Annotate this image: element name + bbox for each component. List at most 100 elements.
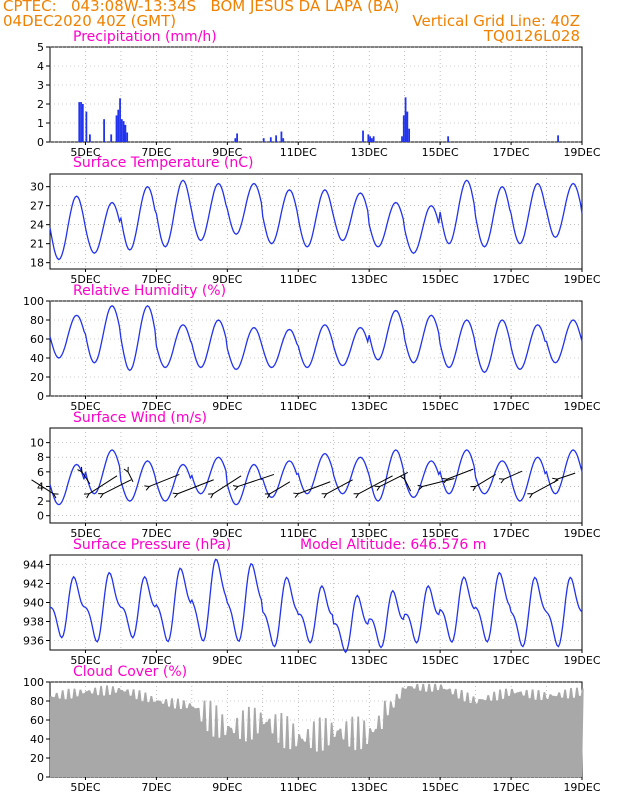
x-tick-label: 17DEC	[493, 400, 530, 413]
header-line2-left: 04DEC2020 40Z (GMT)	[3, 12, 177, 30]
wind-arrow	[503, 470, 523, 480]
precip-bar	[236, 133, 238, 142]
precip-bar	[275, 135, 278, 142]
header-line2-right: TQ0126L028	[483, 27, 580, 45]
precip-bar	[262, 138, 265, 142]
y-tick-label: 938	[23, 616, 44, 629]
precip-bar	[110, 134, 113, 142]
wind-arrow	[379, 472, 409, 487]
precip-bar	[124, 124, 127, 142]
wind-arrow	[447, 468, 474, 480]
y-tick-label: 80	[30, 695, 44, 708]
y-tick-label: 4	[37, 480, 44, 493]
wind-arrow-head	[83, 493, 90, 499]
wind-arrow-head	[400, 474, 406, 481]
x-tick-label: 15DEC	[422, 781, 459, 794]
precip-bar	[369, 136, 371, 142]
wind-arrow-head	[52, 493, 59, 499]
y-tick-label: 2	[37, 495, 44, 508]
precip-bar	[406, 111, 409, 142]
series-line	[49, 179, 583, 261]
x-tick-label: 9DEC	[212, 146, 242, 159]
y-tick-label: 0	[37, 390, 44, 403]
x-tick-label: 19DEC	[563, 781, 600, 794]
precip-bar	[80, 102, 82, 142]
x-tick-label: 17DEC	[493, 146, 530, 159]
y-tick-label: 942	[23, 578, 44, 591]
x-tick-label: 17DEC	[493, 781, 530, 794]
y-tick-label: 0	[37, 136, 44, 149]
x-tick-label: 19DEC	[563, 527, 600, 540]
wind-arrow-head	[353, 493, 360, 499]
wind-arrow	[212, 475, 242, 495]
x-tick-label: 11DEC	[280, 146, 317, 159]
wind-arrow-head	[552, 477, 559, 484]
x-tick-label: 5DEC	[70, 781, 100, 794]
y-tick-label: 20	[30, 752, 44, 765]
wind-arrow-head	[144, 485, 151, 491]
wind-arrow-head	[208, 493, 215, 499]
x-tick-label: 9DEC	[212, 781, 242, 794]
wind-arrow	[177, 479, 214, 495]
y-tick-label: 936	[23, 635, 44, 648]
precip-bar	[234, 138, 237, 142]
y-tick-label: 940	[23, 597, 44, 610]
y-tick-label: 2	[37, 98, 44, 111]
wind-arrow	[237, 473, 275, 487]
precip-bar	[81, 104, 84, 142]
wind-arrow-head	[498, 478, 505, 484]
x-tick-label: 5DEC	[70, 527, 100, 540]
precip-bar	[557, 135, 559, 142]
x-tick-label: 11DEC	[280, 400, 317, 413]
y-tick-label: 100	[23, 295, 44, 308]
x-tick-label: 15DEC	[422, 273, 459, 286]
cloud-cover-area	[50, 683, 584, 777]
x-tick-label: 17DEC	[493, 654, 530, 667]
x-tick-label: 15DEC	[422, 527, 459, 540]
wind-arrow-head	[77, 466, 83, 473]
x-tick-label: 5DEC	[70, 146, 100, 159]
x-tick-label: 7DEC	[141, 654, 171, 667]
x-tick-label: 17DEC	[493, 527, 530, 540]
x-tick-label: 13DEC	[351, 273, 388, 286]
x-tick-label: 17DEC	[493, 273, 530, 286]
y-tick-label: 944	[23, 559, 44, 572]
precip-bar	[402, 115, 405, 142]
x-tick-label: 19DEC	[563, 273, 600, 286]
wind-arrow	[422, 477, 455, 487]
wind-arrow	[269, 481, 291, 495]
y-tick-label: 21	[30, 238, 44, 251]
y-tick-label: 40	[30, 733, 44, 746]
wind-arrow	[358, 475, 393, 495]
wind-arrow	[102, 479, 132, 495]
x-tick-label: 7DEC	[141, 400, 171, 413]
precip-bar	[404, 97, 407, 142]
x-tick-label: 11DEC	[280, 781, 317, 794]
y-tick-label: 27	[30, 200, 44, 213]
precip-bar	[78, 102, 81, 142]
y-tick-label: 10	[30, 437, 44, 450]
y-tick-label: 5	[37, 41, 44, 54]
wind-arrow-head	[293, 492, 300, 498]
x-tick-label: 13DEC	[351, 781, 388, 794]
y-tick-label: 4	[37, 60, 44, 73]
x-tick-label: 19DEC	[563, 146, 600, 159]
x-tick-label: 9DEC	[212, 654, 242, 667]
x-tick-label: 13DEC	[351, 400, 388, 413]
wind-arrow-head	[417, 484, 424, 491]
x-tick-label: 5DEC	[70, 654, 100, 667]
precip-bar	[269, 137, 272, 142]
precip-bar	[362, 130, 364, 142]
wind-arrow	[127, 471, 134, 483]
precip-bar	[280, 131, 283, 142]
wind-arrow	[81, 471, 91, 485]
x-tick-label: 9DEC	[212, 273, 242, 286]
x-tick-label: 9DEC	[212, 527, 242, 540]
x-tick-label: 7DEC	[141, 146, 171, 159]
x-tick-label: 13DEC	[351, 146, 388, 159]
precip-bar	[126, 132, 129, 142]
x-tick-label: 11DEC	[280, 273, 317, 286]
wind-arrow-head	[98, 493, 105, 499]
precip-bar	[401, 136, 403, 142]
